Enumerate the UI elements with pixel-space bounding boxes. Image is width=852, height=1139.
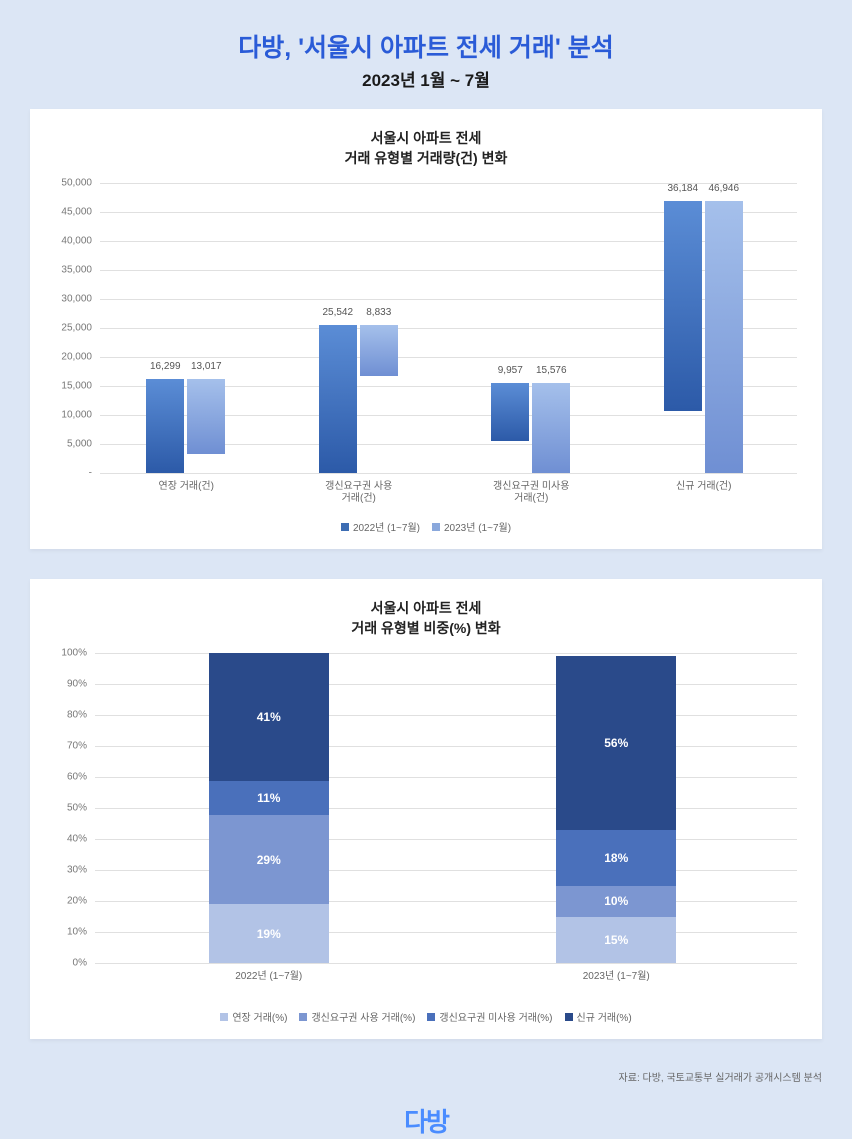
y-tick-label: 0%: [73, 958, 87, 969]
page-header: 다방, '서울시 아파트 전세 거래' 분석 2023년 1월 ~ 7월: [0, 0, 852, 109]
x-category-label: 갱신요구권 미사용거래(건): [493, 481, 569, 505]
stack-segment: 18%: [556, 830, 676, 886]
bar-group: 25,5428,833: [319, 325, 398, 473]
bar-value-label: 8,833: [366, 307, 391, 318]
y-tick-label: 40%: [67, 834, 87, 845]
logo: 다방: [0, 1102, 852, 1139]
y-tick-label: 20%: [67, 896, 87, 907]
stack-segment: 10%: [556, 886, 676, 917]
stacked-chart-plot: 0%10%20%30%40%50%60%70%80%90%100%19%29%1…: [55, 653, 797, 963]
legend-item: 신규 거래(%): [565, 1009, 632, 1024]
bar-value-label: 13,017: [191, 361, 222, 372]
bar-group: 16,29913,017: [146, 379, 225, 474]
stack-segment: 41%: [209, 653, 329, 780]
stack-segment: 19%: [209, 904, 329, 963]
bar: 8,833: [360, 325, 398, 376]
bar-chart-x-axis: 연장 거래(건) 갱신요구권 사용거래(건) 갱신요구권 미사용거래(건) 신규 거래…: [100, 481, 797, 511]
page-subtitle: 2023년 1월 ~ 7월: [0, 66, 852, 91]
stack-segment: 15%: [556, 917, 676, 964]
y-tick-label: 25,000: [61, 323, 92, 334]
x-category-label: 갱신요구권 사용거래(건): [325, 481, 392, 505]
stack-segment: 29%: [209, 815, 329, 905]
y-tick-label: 20,000: [61, 352, 92, 363]
x-category-label: 신규 거래(건): [676, 481, 731, 493]
y-tick-label: 100%: [61, 648, 87, 659]
x-category-label: 연장 거래(건): [159, 481, 214, 493]
bar-value-label: 36,184: [667, 183, 698, 194]
bar-value-label: 46,946: [708, 183, 739, 194]
y-tick-label: 60%: [67, 772, 87, 783]
bar: 36,184: [664, 201, 702, 411]
y-tick-label: 35,000: [61, 265, 92, 276]
stacked-chart-card: 서울시 아파트 전세 거래 유형별 비중(%) 변화 0% 10% 20% 30% 40…: [30, 579, 822, 1039]
page-title: 다방, '서울시 아파트 전세 거래' 분석: [0, 28, 852, 64]
stacked-chart-x-axis: 2022년 (1~7월) 2023년 (1~7월): [95, 971, 797, 1001]
y-tick-label: -: [89, 468, 92, 479]
bar-group: 9,95715,576: [491, 383, 570, 473]
bar-chart-title: 서울시 아파트 전세 거래 유형별 거래량(건) 변화: [55, 129, 797, 168]
bar: 46,946: [705, 201, 743, 473]
stack-segment: 56%: [556, 656, 676, 830]
bar-chart-card: 서울시 아파트 전세 거래 유형별 거래량(건) 변화 - 5,000 10,000…: [30, 109, 822, 549]
stacked-chart-title: 서울시 아파트 전세 거래 유형별 비중(%) 변화: [55, 599, 797, 638]
legend-item: 갱신요구권 사용 거래(%): [299, 1009, 415, 1024]
bar: 25,542: [319, 325, 357, 473]
bar-group: 36,18446,946: [664, 201, 743, 473]
bar: 13,017: [187, 379, 225, 454]
stack-segment: 11%: [209, 781, 329, 815]
legend-item: 2023년 (1~7월): [432, 519, 511, 534]
y-tick-label: 30%: [67, 865, 87, 876]
y-tick-label: 90%: [67, 679, 87, 690]
stacked-chart-legend: 연장 거래(%) 갱신요구권 사용 거래(%) 갱신요구권 미사용 거래(%) 신규 …: [55, 1009, 797, 1024]
y-tick-label: 5,000: [67, 439, 92, 450]
bar: 15,576: [532, 383, 570, 473]
bar-value-label: 15,576: [536, 365, 567, 376]
y-tick-label: 50,000: [61, 178, 92, 189]
y-tick-label: 10,000: [61, 410, 92, 421]
x-category-label: 2022년 (1~7월): [235, 971, 302, 983]
y-tick-label: 15,000: [61, 381, 92, 392]
legend-item: 2022년 (1~7월): [341, 519, 420, 534]
bar-value-label: 16,299: [150, 361, 181, 372]
bar-chart-legend: 2022년 (1~7월) 2023년 (1~7월): [55, 519, 797, 534]
y-tick-label: 70%: [67, 741, 87, 752]
y-tick-label: 30,000: [61, 294, 92, 305]
bar-chart-plot: -5,00010,00015,00020,00025,00030,00035,0…: [55, 183, 797, 473]
bar: 9,957: [491, 383, 529, 441]
y-tick-label: 50%: [67, 803, 87, 814]
legend-item: 연장 거래(%): [220, 1009, 287, 1024]
bar: 16,299: [146, 379, 184, 474]
y-tick-label: 45,000: [61, 207, 92, 218]
bar-value-label: 9,957: [498, 365, 523, 376]
source-text: 자료: 다방, 국토교통부 실거래가 공개시스템 분석: [30, 1069, 822, 1084]
x-category-label: 2023년 (1~7월): [583, 971, 650, 983]
y-tick-label: 80%: [67, 710, 87, 721]
legend-item: 갱신요구권 미사용 거래(%): [427, 1009, 552, 1024]
stacked-bar: 19%29%11%41%: [209, 653, 329, 963]
y-tick-label: 40,000: [61, 236, 92, 247]
stacked-bar: 15%10%18%56%: [556, 653, 676, 963]
bar-value-label: 25,542: [322, 307, 353, 318]
y-tick-label: 10%: [67, 927, 87, 938]
